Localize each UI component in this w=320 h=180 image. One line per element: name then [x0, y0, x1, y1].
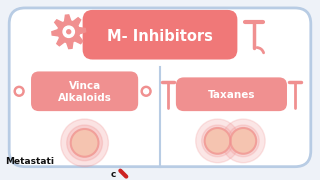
Text: Taxanes: Taxanes — [208, 90, 255, 100]
Circle shape — [221, 119, 265, 163]
FancyBboxPatch shape — [176, 77, 287, 111]
Polygon shape — [52, 15, 85, 49]
Text: Metastati: Metastati — [5, 157, 54, 166]
Circle shape — [202, 125, 233, 157]
Circle shape — [17, 89, 22, 94]
Circle shape — [141, 86, 151, 96]
Text: Vinca
Alkaloids: Vinca Alkaloids — [58, 81, 112, 103]
Circle shape — [63, 26, 75, 37]
Circle shape — [67, 125, 102, 161]
Text: M- Inhibitors: M- Inhibitors — [107, 29, 213, 44]
Circle shape — [71, 129, 99, 157]
Circle shape — [230, 128, 256, 154]
Circle shape — [67, 30, 71, 34]
Circle shape — [205, 128, 230, 154]
Circle shape — [196, 119, 239, 163]
Circle shape — [61, 119, 108, 167]
Circle shape — [144, 89, 148, 94]
FancyBboxPatch shape — [83, 10, 237, 60]
Circle shape — [228, 125, 259, 157]
Circle shape — [14, 86, 24, 96]
FancyBboxPatch shape — [9, 8, 311, 167]
FancyBboxPatch shape — [31, 71, 138, 111]
Text: c: c — [111, 170, 116, 179]
